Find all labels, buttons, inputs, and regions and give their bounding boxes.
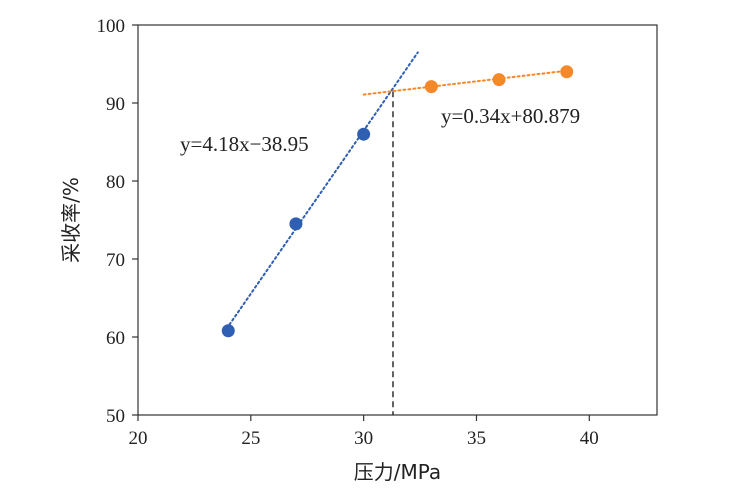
data-point-series-2 — [424, 80, 438, 94]
data-point-series-1 — [221, 324, 235, 338]
trendline-series-1 — [222, 51, 419, 334]
data-point-series-1 — [357, 127, 371, 141]
y-tick-label: 50 — [106, 406, 125, 427]
x-axis-title: 压力/MPa — [354, 460, 441, 484]
y-tick-label: 90 — [106, 94, 125, 115]
y-tick-label: 60 — [106, 328, 125, 349]
x-tick-label: 35 — [467, 428, 486, 449]
equation-label-series-1: y=4.18x−38.95 — [180, 132, 309, 156]
x-tick-label: 20 — [129, 428, 148, 449]
plot-area-frame — [137, 24, 658, 416]
y-axis-title: 采收率/% — [59, 177, 83, 263]
equation-label-series-2: y=0.34x+80.879 — [441, 104, 580, 128]
trendline-series-2 — [362, 69, 568, 96]
data-point-series-1 — [289, 217, 303, 231]
x-tick-label: 25 — [241, 428, 260, 449]
data-point-series-2 — [560, 65, 574, 79]
y-tick-label: 100 — [97, 16, 126, 37]
y-tick-label: 80 — [106, 172, 125, 193]
y-tick-label: 70 — [106, 250, 125, 271]
data-point-series-2 — [492, 73, 506, 87]
x-tick-label: 30 — [354, 428, 373, 449]
x-tick-label: 40 — [580, 428, 599, 449]
